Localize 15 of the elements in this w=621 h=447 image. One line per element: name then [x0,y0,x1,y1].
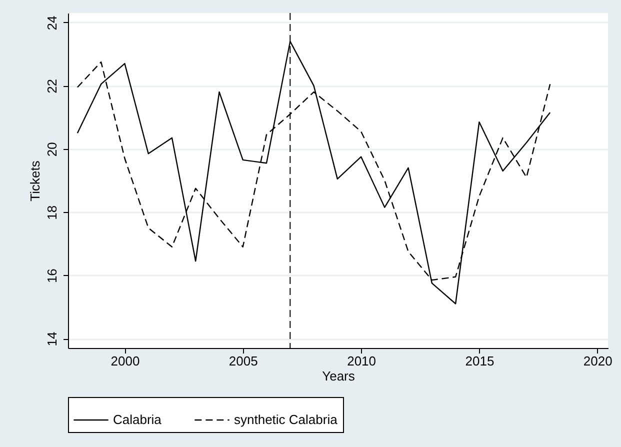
y-tick-label: 22 [44,78,60,94]
x-tick-label: 2005 [228,354,258,368]
x-tick-label: 2010 [347,354,376,368]
y-tick-label: 16 [44,268,60,284]
legend-label: synthetic Calabria [234,412,338,427]
legend-label: Calabria [113,412,162,427]
x-tick-label: 2020 [583,354,612,368]
y-tick-label: 14 [44,332,60,346]
y-tick-label: 20 [44,142,60,157]
x-tick-label: 2000 [110,354,140,368]
y-axis-title: Tickets [28,160,42,202]
y-tick-label: 18 [44,205,60,220]
x-tick-label: 2015 [465,354,494,368]
y-tick-label: 24 [44,16,60,30]
x-axis-title: Years [322,368,356,384]
